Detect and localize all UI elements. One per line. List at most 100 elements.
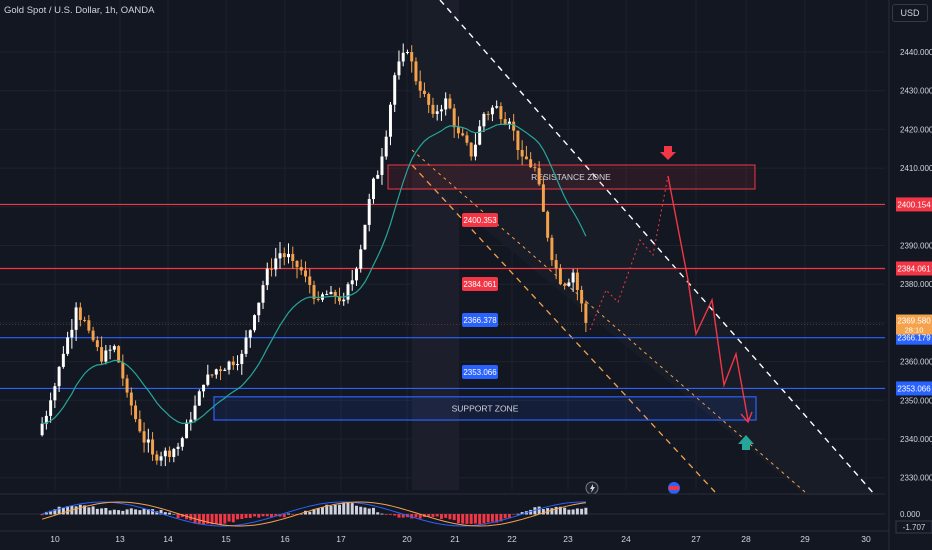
oscillator-bar: [308, 511, 312, 515]
candle-body: [580, 289, 584, 304]
candle-body: [376, 174, 380, 179]
last-price-label: 2369.580: [897, 317, 931, 326]
oscillator-bar: [100, 508, 104, 515]
oscillator-current-label: -1.707: [903, 523, 926, 532]
candle-body: [478, 126, 482, 145]
candle-body: [325, 294, 329, 296]
candle-body: [490, 107, 494, 115]
oscillator-bar: [163, 512, 167, 515]
candle-body: [291, 253, 295, 261]
candle-body: [529, 159, 533, 168]
oscillator-bar: [452, 514, 456, 521]
oscillator-bar: [172, 513, 176, 515]
candle-body: [257, 302, 261, 316]
flag-icon-stripe: [669, 486, 679, 490]
oscillator-bar: [49, 510, 53, 515]
oscillator-bar: [257, 514, 261, 518]
level-axis-label: 2400.154: [897, 200, 931, 209]
oscillator-bar: [112, 509, 116, 515]
oscillator-bar: [431, 514, 435, 517]
candle-body: [397, 61, 401, 76]
oscillator-bar: [312, 509, 316, 515]
candle-body: [155, 454, 159, 461]
candle-body: [168, 450, 172, 457]
level-mid-badge: [462, 313, 498, 327]
oscillator-bar: [333, 504, 337, 515]
candle-body: [308, 276, 312, 286]
candle-body: [104, 350, 108, 362]
candle-body: [185, 422, 189, 439]
oscillator-bar: [287, 513, 290, 515]
time-tick-label: 16: [280, 534, 290, 544]
level-axis-badge: [896, 261, 932, 276]
candle-body: [333, 291, 337, 297]
candle-body: [558, 268, 562, 285]
oscillator-bar: [176, 514, 180, 519]
level-axis-badge: [896, 197, 932, 212]
oscillator-bar: [168, 512, 172, 515]
currency-selector[interactable]: USD: [892, 4, 928, 22]
candle-body: [125, 378, 129, 393]
time-tick-label: 30: [861, 534, 871, 544]
candle-body: [121, 362, 125, 379]
oscillator-bar: [584, 507, 588, 515]
candle-body: [410, 52, 414, 62]
candle-body: [83, 319, 87, 321]
support-zone-label: SUPPORT ZONE: [452, 403, 519, 413]
oscillator-bar: [95, 508, 99, 515]
price-tick-label: 2350.000: [900, 396, 932, 405]
candle-body: [469, 142, 473, 157]
candle-body: [219, 369, 223, 371]
oscillator-bar: [142, 508, 146, 515]
candle-body: [223, 369, 227, 371]
oscillator-bar: [456, 514, 460, 524]
candle-body: [567, 282, 571, 286]
candle-body: [231, 361, 235, 366]
oscillator-bar: [444, 514, 448, 518]
oscillator-bar: [117, 510, 121, 515]
candle-body: [193, 405, 197, 420]
time-tick-label: 17: [336, 534, 346, 544]
candle-body: [95, 340, 99, 348]
oscillator-bar: [321, 507, 324, 515]
candle-body: [444, 98, 448, 110]
oscillator-bar: [410, 514, 414, 519]
candle-body: [53, 386, 57, 401]
oscillator-bar: [350, 503, 354, 515]
candle-body: [87, 320, 91, 331]
oscillator-bar: [537, 506, 541, 515]
oscillator-bar: [104, 507, 108, 515]
oscillator-bar: [376, 512, 380, 515]
oscillator-bar: [397, 514, 401, 518]
candle-body: [342, 299, 346, 302]
level-mid-badge: [462, 277, 498, 291]
price-tick-label: 2430.000: [900, 87, 932, 96]
level-mid-badge: [462, 365, 498, 379]
oscillator-line-slow: [41, 501, 586, 527]
oscillator-bar: [202, 514, 206, 525]
oscillator-bar: [278, 514, 282, 517]
candle-body: [405, 52, 409, 53]
oscillator-bar: [83, 505, 87, 515]
candle-body: [112, 346, 116, 350]
candle-body: [163, 450, 167, 457]
oscillator-bar: [427, 514, 431, 517]
oscillator-bar: [40, 514, 44, 516]
oscillator-bar: [401, 514, 405, 518]
candle-body: [431, 104, 435, 114]
oscillator-bar: [346, 502, 350, 515]
candle-body: [146, 439, 150, 443]
oscillator-bar: [563, 507, 567, 515]
oscillator-badge: [895, 520, 932, 534]
candle-body: [248, 330, 252, 338]
up-arrow-marker: [738, 435, 754, 450]
candle-body: [354, 268, 358, 281]
oscillator-bar: [223, 514, 227, 524]
oscillator-bar: [214, 514, 218, 524]
time-tick-label: 22: [507, 534, 517, 544]
oscillator-bar: [265, 514, 269, 517]
candle-body: [282, 253, 286, 258]
oscillator-bar: [469, 514, 473, 524]
projection-arrowhead: [740, 411, 753, 424]
